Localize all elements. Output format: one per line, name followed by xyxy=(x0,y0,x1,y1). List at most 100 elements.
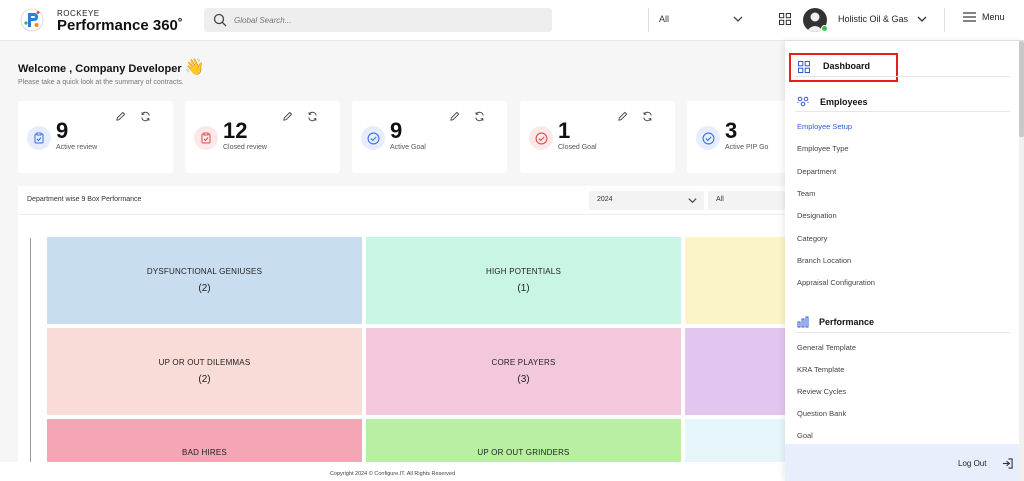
box-count: (2) xyxy=(198,283,211,294)
grid-axis xyxy=(30,238,31,462)
menu-divider xyxy=(795,332,1010,333)
summary-card[interactable]: 9 Active Goal xyxy=(352,101,507,173)
chevron-down-icon[interactable] xyxy=(916,13,928,25)
card-label: Closed review xyxy=(223,144,267,151)
nine-box-cell[interactable] xyxy=(685,237,785,324)
welcome-subtitle: Please take a quick look at the summary … xyxy=(18,79,184,86)
welcome-title: Welcome , Company Developer 👋 xyxy=(18,57,205,77)
card-value: 9 xyxy=(56,118,69,143)
menu-item-department[interactable]: Department xyxy=(797,167,837,176)
logout-button[interactable]: Log Out xyxy=(958,459,987,468)
menu-button[interactable]: Menu xyxy=(963,12,1005,22)
nine-box-cell[interactable]: UP OR OUT GRINDERS xyxy=(366,419,681,469)
panel-title: Department wise 9 Box Performance xyxy=(27,196,142,203)
menu-section-employees[interactable]: Employees xyxy=(797,96,868,108)
department-value: All xyxy=(716,196,724,203)
year-select[interactable]: 2024 xyxy=(589,191,704,210)
box-count: (3) xyxy=(517,374,530,385)
nine-box-cell[interactable]: CORE PLAYERS (3) xyxy=(366,328,681,415)
menu-item-branch-location[interactable]: Branch Location xyxy=(797,256,852,265)
menu-item-employee-setup[interactable]: Employee Setup xyxy=(797,122,853,131)
menu-item-review-cycles[interactable]: Review Cycles xyxy=(797,387,847,396)
edit-pencil-icon[interactable] xyxy=(115,111,126,122)
card-value: 1 xyxy=(558,118,571,143)
performance-heading: Performance xyxy=(819,317,875,327)
menu-item-category[interactable]: Category xyxy=(797,234,828,243)
header-divider xyxy=(944,8,945,32)
menu-item-kra-template[interactable]: KRA Template xyxy=(797,365,845,374)
box-name: DYSFUNCTIONAL GENIUSES xyxy=(146,267,263,276)
nine-box-cell[interactable]: HIGH POTENTIALS (1) xyxy=(366,237,681,324)
box-name: BAD HIRES xyxy=(182,448,227,457)
card-icon xyxy=(361,126,385,150)
nine-box-cell[interactable]: BAD HIRES xyxy=(47,419,362,469)
clipboard-check-icon xyxy=(34,132,44,144)
menu-item-goal[interactable]: Goal xyxy=(797,431,813,440)
search-scope-select[interactable]: All xyxy=(648,8,752,32)
check-circle-icon xyxy=(367,132,379,144)
search-input[interactable] xyxy=(234,12,434,28)
menu-item-designation[interactable]: Designation xyxy=(797,211,837,220)
logout-icon[interactable] xyxy=(1002,458,1013,469)
online-status-dot xyxy=(821,25,828,32)
box-name: UP OR OUT DILEMMAS xyxy=(158,358,251,367)
nine-box-cell[interactable]: UP OR OUT DILEMMAS (2) xyxy=(47,328,362,415)
side-menu: Dashboard Employees Employee Setup Employ… xyxy=(785,41,1024,481)
card-icon xyxy=(696,126,720,150)
box-count: (1) xyxy=(517,283,530,294)
check-circle-icon xyxy=(702,132,714,144)
menu-section-performance[interactable]: Performance xyxy=(797,316,874,328)
box-count: (2) xyxy=(198,374,211,385)
card-icon xyxy=(194,126,218,150)
card-label: Active Goal xyxy=(390,144,426,151)
menu-item-employee-type[interactable]: Employee Type xyxy=(797,144,849,153)
search-icon xyxy=(213,13,227,27)
card-icon xyxy=(529,126,553,150)
card-label: Active PIP Go xyxy=(725,144,769,151)
refresh-icon[interactable] xyxy=(474,111,485,122)
refresh-icon[interactable] xyxy=(642,111,653,122)
panel-divider xyxy=(18,214,785,215)
copyright-text: Copyright 2024 © Configure.IT. All Right… xyxy=(329,471,456,477)
department-select[interactable]: All xyxy=(708,191,785,210)
edit-pencil-icon[interactable] xyxy=(617,111,628,122)
summary-card[interactable]: 12 Closed review xyxy=(185,101,340,173)
card-value: 3 xyxy=(725,118,738,143)
edit-pencil-icon[interactable] xyxy=(449,111,460,122)
summary-card[interactable]: 9 Active review xyxy=(18,101,173,173)
check-circle-icon xyxy=(535,132,547,144)
menu-item-appraisal-configuration[interactable]: Appraisal Configuration xyxy=(797,278,875,287)
scrollbar-thumb[interactable] xyxy=(1019,41,1024,137)
nine-box-cell[interactable] xyxy=(685,328,785,415)
nine-box-cell[interactable]: DYSFUNCTIONAL GENIUSES (2) xyxy=(47,237,362,324)
nine-box-cell[interactable] xyxy=(685,419,785,469)
nine-box-panel: Department wise 9 Box Performance 2024 A… xyxy=(18,186,785,469)
refresh-icon[interactable] xyxy=(140,111,151,122)
search-scope-value: All xyxy=(659,14,670,24)
summary-card[interactable]: 1 Closed Goal xyxy=(520,101,675,173)
apps-grid-icon[interactable] xyxy=(779,13,791,25)
menu-divider xyxy=(795,76,1010,77)
rockeye-logo-icon[interactable] xyxy=(20,8,44,32)
company-name[interactable]: Holistic Oil & Gas xyxy=(838,14,909,24)
card-value: 12 xyxy=(223,118,248,143)
menu-item-team[interactable]: Team xyxy=(797,189,816,198)
chevron-down-icon xyxy=(688,198,697,204)
refresh-icon[interactable] xyxy=(307,111,318,122)
bar-chart-icon xyxy=(797,316,809,328)
box-name: CORE PLAYERS xyxy=(491,358,556,367)
box-name: UP OR OUT GRINDERS xyxy=(477,448,570,457)
edit-pencil-icon[interactable] xyxy=(282,111,293,122)
brand-title: Performance 360˚ xyxy=(57,17,183,34)
menu-item-dashboard[interactable]: Dashboard xyxy=(789,53,898,82)
dashboard-label: Dashboard xyxy=(823,61,871,71)
top-header: ROCKEYE Performance 360˚ All Holistic Oi… xyxy=(0,0,1024,41)
brand-small: ROCKEYE xyxy=(57,9,100,18)
menu-item-general-template[interactable]: General Template xyxy=(797,343,857,352)
card-label: Closed Goal xyxy=(558,144,597,151)
user-avatar-icon xyxy=(806,12,824,32)
welcome-text: Welcome , Company Developer xyxy=(18,63,182,75)
menu-item-question-bank[interactable]: Question Bank xyxy=(797,409,847,418)
side-menu-scrollbar[interactable] xyxy=(1019,41,1024,481)
logout-bar: Log Out xyxy=(785,444,1024,481)
